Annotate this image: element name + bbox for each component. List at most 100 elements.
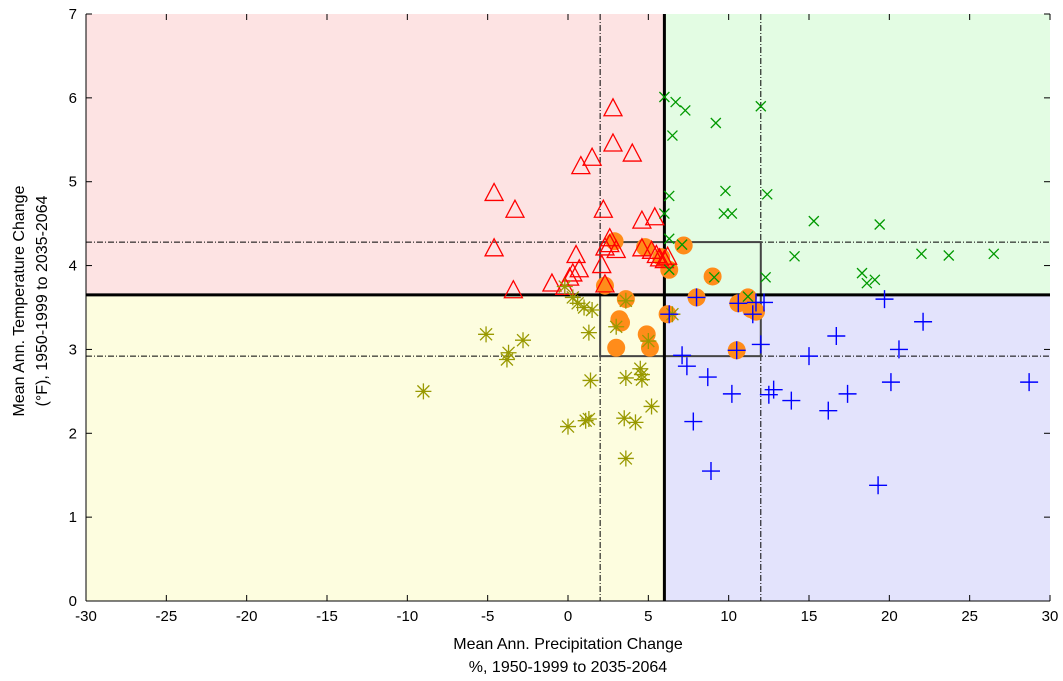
plus-point bbox=[1020, 373, 1039, 392]
y-tick-label: 5 bbox=[69, 174, 77, 191]
x-point bbox=[708, 271, 720, 283]
x-point bbox=[874, 219, 886, 230]
asterisk-point bbox=[560, 418, 576, 435]
x-point bbox=[679, 104, 691, 116]
plus-point bbox=[701, 462, 720, 481]
y-tick-label: 2 bbox=[69, 425, 77, 442]
asterisk-point bbox=[640, 333, 657, 350]
triangle-point bbox=[641, 239, 662, 259]
asterisk-point bbox=[632, 360, 649, 377]
circle-point bbox=[607, 338, 626, 357]
triangle-point bbox=[541, 272, 563, 292]
plus-point bbox=[698, 368, 717, 387]
x-axis-title-line1: Mean Ann. Precipitation Change bbox=[453, 636, 683, 653]
asterisk-point bbox=[627, 414, 644, 431]
x-point bbox=[755, 100, 767, 112]
data-points bbox=[415, 91, 1039, 495]
x-point bbox=[718, 208, 730, 220]
asterisk-point bbox=[577, 412, 594, 429]
x-tick-label: 30 bbox=[1042, 608, 1059, 625]
asterisk-point bbox=[617, 369, 634, 386]
circle-point bbox=[746, 302, 765, 321]
x-point bbox=[666, 130, 678, 142]
x-ticks: -30 -25 -20 -15 -10 -5 0 5 10 15 20 25 30 bbox=[75, 14, 1058, 625]
x-tick-label: 10 bbox=[720, 608, 737, 625]
x-point bbox=[988, 248, 1000, 260]
asterisk-point bbox=[498, 351, 515, 368]
asterisk-point bbox=[515, 332, 532, 349]
x-point bbox=[726, 208, 738, 220]
y-tick-label: 4 bbox=[69, 258, 77, 275]
triangle-point bbox=[602, 132, 624, 152]
plus-point bbox=[729, 294, 748, 313]
x-point bbox=[658, 91, 670, 103]
y-axis-title-line1: Mean Ann. Temperature Change bbox=[11, 185, 28, 416]
x-point bbox=[789, 250, 800, 262]
x-tick-label: 25 bbox=[961, 608, 978, 625]
triangle-point bbox=[631, 209, 652, 229]
plus-point bbox=[759, 385, 778, 404]
plus-point bbox=[914, 312, 933, 331]
plus-point bbox=[782, 391, 801, 410]
asterisk-point bbox=[617, 450, 634, 467]
plus-point bbox=[677, 357, 696, 376]
triangle-point bbox=[570, 155, 591, 175]
x-point bbox=[761, 188, 773, 200]
circle-point bbox=[605, 232, 624, 251]
x-point bbox=[719, 185, 731, 197]
x-tick-label: -25 bbox=[155, 608, 177, 625]
x-point bbox=[663, 264, 675, 276]
x-tick-label: -15 bbox=[316, 608, 338, 625]
y-tick-label: 1 bbox=[69, 509, 77, 526]
x-point bbox=[658, 208, 670, 220]
plus-point bbox=[800, 347, 818, 366]
triangle-point bbox=[631, 237, 652, 257]
plus-point bbox=[827, 327, 846, 346]
x-point bbox=[760, 271, 772, 283]
x-point bbox=[710, 117, 722, 129]
x-point bbox=[943, 250, 955, 261]
triangle-point bbox=[582, 146, 603, 166]
asterisk-point bbox=[576, 299, 593, 316]
triangle-point bbox=[654, 249, 675, 269]
plus-point bbox=[727, 341, 746, 360]
circle-point bbox=[636, 238, 655, 257]
x-point bbox=[856, 267, 868, 279]
x-point bbox=[742, 291, 754, 303]
quadrant-background-1 bbox=[86, 14, 665, 295]
x-point bbox=[670, 96, 682, 108]
asterisk-point bbox=[415, 383, 432, 400]
triangle-point bbox=[565, 244, 587, 264]
plus-point bbox=[722, 384, 741, 403]
circle-point bbox=[595, 276, 614, 295]
triangle-point bbox=[503, 279, 524, 299]
plus-point bbox=[687, 288, 706, 307]
asterisk-point bbox=[500, 344, 517, 361]
quadrant-backgrounds bbox=[86, 14, 1050, 601]
triangle-point bbox=[649, 247, 670, 267]
y-tick-label: 0 bbox=[69, 593, 77, 610]
asterisk-point bbox=[580, 324, 597, 341]
triangle-point bbox=[594, 273, 616, 293]
y-tick-label: 6 bbox=[69, 90, 77, 107]
asterisk-point bbox=[584, 302, 601, 319]
asterisk-point bbox=[608, 318, 625, 335]
asterisk-point bbox=[556, 278, 573, 295]
x-tick-label: -30 bbox=[75, 608, 97, 625]
x-tick-label: 20 bbox=[881, 608, 898, 625]
triangle-point bbox=[646, 244, 667, 264]
plus-point bbox=[889, 340, 908, 359]
plus-point bbox=[743, 305, 762, 324]
x-point bbox=[869, 274, 881, 286]
x-tick-label: -20 bbox=[236, 608, 258, 625]
triangle-point bbox=[504, 198, 526, 218]
x-point bbox=[663, 233, 675, 245]
triangle-point bbox=[591, 254, 612, 274]
plus-point bbox=[660, 305, 679, 324]
quadrant-background-4 bbox=[664, 294, 1050, 601]
asterisk-point bbox=[616, 410, 633, 427]
plus-point bbox=[838, 384, 857, 403]
x-point bbox=[808, 215, 820, 227]
plus-point bbox=[684, 412, 703, 431]
